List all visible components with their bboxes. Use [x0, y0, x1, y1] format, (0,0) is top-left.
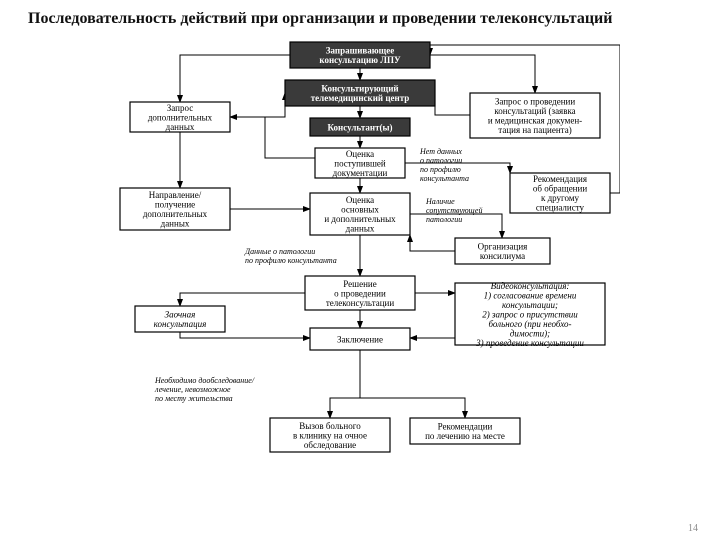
edge	[410, 235, 455, 251]
svg-text:получение: получение	[155, 200, 195, 210]
node-center: Консультирующийтелемедицинский центр	[285, 80, 435, 106]
svg-text:консультация: консультация	[154, 319, 207, 329]
svg-text:консультации;: консультации;	[502, 300, 558, 310]
flowchart: Запрашивающееконсультацию ЛПУ Консультиру…	[100, 38, 620, 538]
node-zaoch: Заочнаяконсультация	[135, 306, 225, 332]
edge	[180, 293, 305, 306]
edge-label: патологии	[426, 215, 462, 224]
node-napr: Направление/получениедополнительныхданны…	[120, 188, 230, 230]
svg-text:консультацию ЛПУ: консультацию ЛПУ	[319, 55, 401, 65]
svg-text:и дополнительных: и дополнительных	[324, 214, 396, 224]
edge-label: Нет данных	[419, 147, 462, 156]
svg-text:тация на пациента): тация на пациента)	[498, 125, 571, 135]
svg-text:данных: данных	[161, 219, 190, 229]
edge	[180, 55, 290, 102]
svg-text:Рекомендация: Рекомендация	[533, 174, 587, 184]
edge-label: консультанта	[420, 174, 469, 183]
edge-label: Необходимо дообследование/	[154, 376, 255, 385]
svg-text:консультаций (заявка: консультаций (заявка	[494, 106, 575, 116]
svg-text:консилиума: консилиума	[480, 251, 525, 261]
edge-label: о патологии	[420, 156, 462, 165]
svg-text:Организация: Организация	[478, 242, 528, 252]
edge-label: Наличие	[425, 197, 455, 206]
svg-text:телемедицинский центр: телемедицинский центр	[311, 93, 409, 103]
node-ocen_doc: Оценкапоступившейдокументации	[315, 148, 405, 178]
edge	[360, 398, 465, 418]
page-number: 14	[688, 523, 698, 534]
svg-text:димости);: димости);	[510, 328, 550, 338]
svg-text:Решение: Решение	[343, 279, 376, 289]
svg-text:данных: данных	[166, 122, 195, 132]
edge	[330, 350, 360, 418]
svg-text:дополнительных: дополнительных	[148, 112, 213, 122]
edge	[230, 117, 315, 158]
svg-text:больного (при необхо-: больного (при необхо-	[488, 319, 571, 329]
svg-text:Оценка: Оценка	[346, 149, 374, 159]
svg-text:телеконсультации: телеконсультации	[326, 298, 395, 308]
edge-label: лечение, невозможное	[154, 385, 231, 394]
node-zaprdop: Запросдополнительныхданных	[130, 102, 230, 132]
page-title: Последовательность действий при организа…	[28, 10, 612, 28]
svg-text:в клинику на очное: в клинику на очное	[293, 430, 367, 440]
svg-text:Запрашивающее: Запрашивающее	[326, 46, 394, 56]
node-consult: Консультант(ы)	[310, 118, 410, 136]
edge	[430, 55, 535, 93]
node-zakl: Заключение	[310, 328, 410, 350]
edge-label: сопутствующей	[426, 206, 482, 215]
edge-label: Данные о патологии	[244, 247, 315, 256]
node-org_kons: Организацияконсилиума	[455, 238, 550, 264]
edge-label: по профилю	[420, 165, 461, 174]
svg-text:и медицинская докумен-: и медицинская докумен-	[488, 116, 582, 126]
svg-text:Вызов больного: Вызов больного	[299, 421, 361, 431]
node-ocen_osn: Оценкаосновныхи дополнительныхданных	[310, 193, 410, 235]
svg-text:Рекомендации: Рекомендации	[438, 422, 493, 432]
node-rekom: Рекомендацияоб обращениик другомуспециал…	[510, 173, 610, 213]
svg-text:обследование: обследование	[304, 440, 356, 450]
edge	[230, 93, 285, 117]
svg-text:данных: данных	[346, 224, 375, 234]
svg-text:дополнительных: дополнительных	[143, 209, 208, 219]
svg-text:о проведении: о проведении	[334, 288, 386, 298]
svg-text:3) проведение консультации: 3) проведение консультации	[475, 338, 584, 348]
svg-text:1) согласование времени: 1) согласование времени	[484, 290, 577, 300]
svg-text:по лечению на месте: по лечению на месте	[425, 431, 505, 441]
node-rek_lech: Рекомендациипо лечению на месте	[410, 418, 520, 444]
svg-text:поступившей: поступившей	[334, 158, 386, 168]
node-video: Видеоконсультация:1) согласование времен…	[455, 281, 605, 348]
svg-text:специалисту: специалисту	[536, 203, 585, 213]
svg-text:Консультирующий: Консультирующий	[321, 84, 398, 94]
node-zapr_prov: Запрос о проведенииконсультаций (заявкаи…	[470, 93, 600, 138]
node-resh: Решениео проведениителеконсультации	[305, 276, 415, 310]
edge	[180, 332, 310, 338]
svg-text:2) запрос о присутствии: 2) запрос о присутствии	[482, 309, 578, 319]
svg-text:Заочная: Заочная	[165, 310, 196, 320]
edge-label: по месту жительства	[155, 394, 233, 403]
svg-text:об обращении: об обращении	[533, 184, 587, 194]
svg-text:Видеоконсультация:: Видеоконсультация:	[491, 281, 570, 291]
svg-text:документации: документации	[333, 168, 388, 178]
svg-text:Запрос: Запрос	[167, 103, 193, 113]
svg-text:Заключение: Заключение	[337, 334, 383, 344]
svg-text:Оценка: Оценка	[346, 195, 374, 205]
node-lpu: Запрашивающееконсультацию ЛПУ	[290, 42, 430, 68]
node-vyzov: Вызов больногов клинику на очноеобследов…	[270, 418, 390, 452]
svg-text:основных: основных	[341, 205, 379, 215]
edge-label: по профилю консультанта	[245, 256, 337, 265]
svg-text:Консультант(ы): Консультант(ы)	[327, 122, 392, 132]
svg-text:Направление/: Направление/	[149, 190, 202, 200]
svg-text:к другому: к другому	[541, 193, 580, 203]
svg-text:Запрос о проведении: Запрос о проведении	[495, 97, 576, 107]
